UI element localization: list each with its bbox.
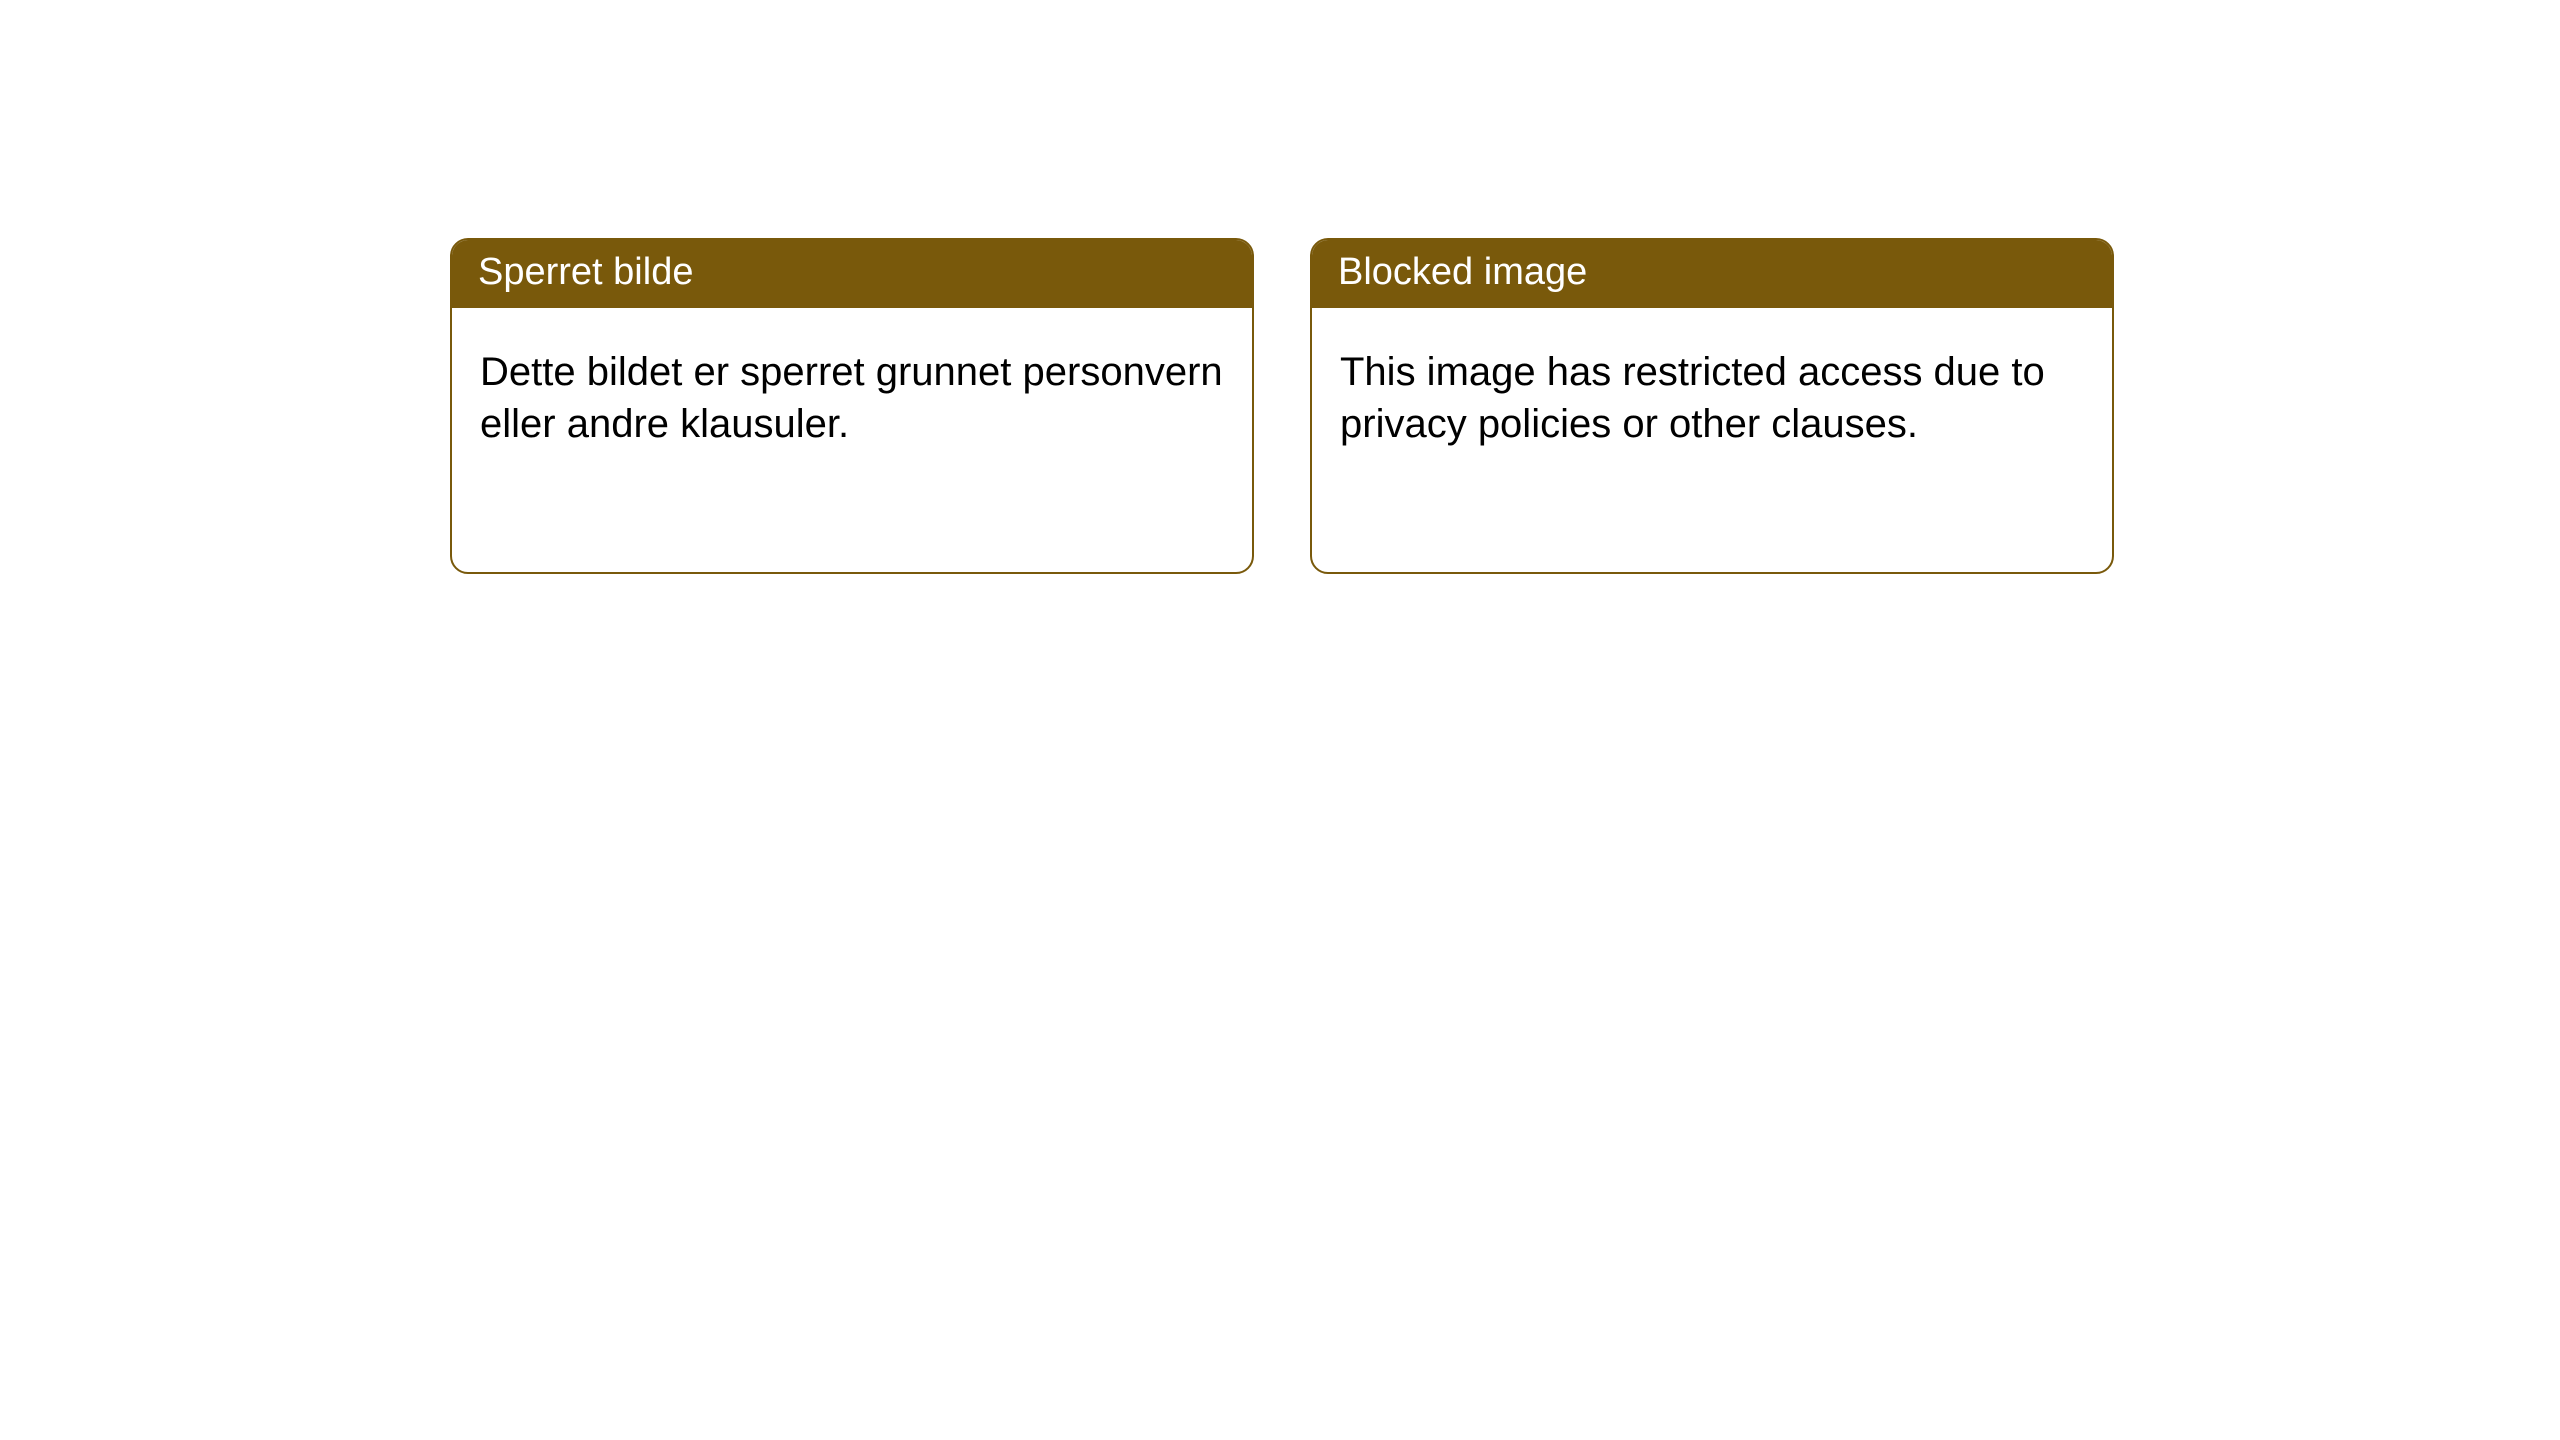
- notice-title-english: Blocked image: [1312, 240, 2112, 308]
- notice-title-norwegian: Sperret bilde: [452, 240, 1252, 308]
- notice-body-norwegian: Dette bildet er sperret grunnet personve…: [452, 308, 1252, 478]
- notice-card-norwegian: Sperret bilde Dette bildet er sperret gr…: [450, 238, 1254, 574]
- notice-body-english: This image has restricted access due to …: [1312, 308, 2112, 478]
- notice-container: Sperret bilde Dette bildet er sperret gr…: [0, 0, 2560, 574]
- notice-card-english: Blocked image This image has restricted …: [1310, 238, 2114, 574]
